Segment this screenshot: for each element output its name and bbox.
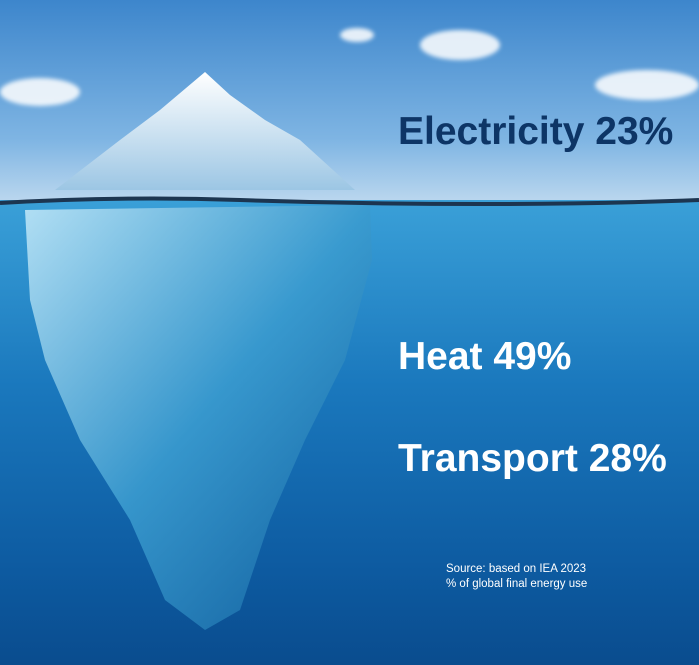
iceberg-underwater bbox=[25, 205, 372, 630]
transport-label: Transport 28% bbox=[398, 437, 667, 480]
iceberg-tip bbox=[55, 72, 355, 190]
cloud bbox=[595, 70, 699, 100]
heat-label: Heat 49% bbox=[398, 335, 572, 378]
source-line: Source: based on IEA 2023 bbox=[446, 563, 587, 575]
waterline bbox=[0, 196, 699, 207]
source-description: % of global final energy use bbox=[446, 578, 588, 590]
cloud bbox=[340, 28, 374, 42]
electricity-label: Electricity 23% bbox=[398, 110, 674, 153]
cloud bbox=[420, 30, 500, 60]
cloud bbox=[0, 78, 80, 106]
